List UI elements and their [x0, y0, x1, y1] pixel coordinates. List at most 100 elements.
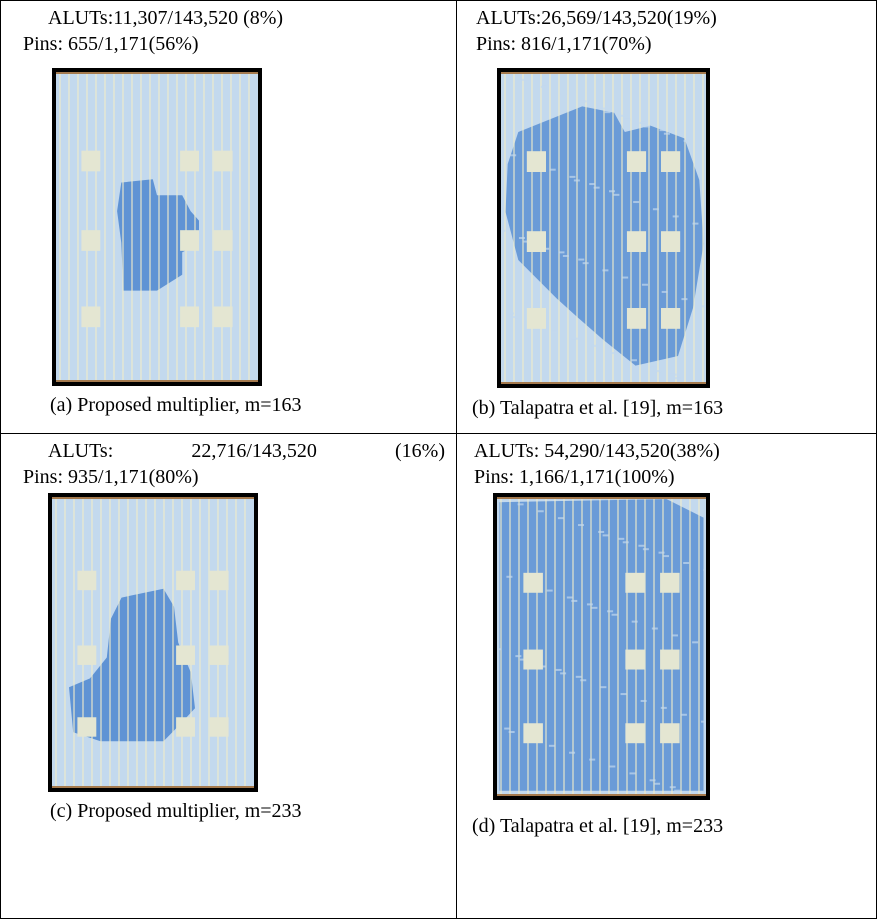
sparse-cell: [607, 610, 613, 612]
memory-block: [625, 573, 645, 593]
memory-block: [214, 151, 233, 172]
sparse-cell: [624, 118, 630, 120]
sparse-cell: [654, 783, 660, 785]
floorplan: [48, 493, 258, 792]
sparse-cell: [583, 262, 589, 264]
sparse-cell: [632, 621, 638, 623]
memory-block: [523, 650, 543, 670]
aluts-text: ALUTs:11,307/143,520 (8%): [48, 7, 283, 29]
sparse-cell: [569, 176, 575, 178]
sparse-cell: [692, 223, 698, 225]
memory-block: [176, 645, 195, 664]
sparse-cell: [620, 115, 626, 117]
memory-block: [210, 645, 229, 664]
sparse-cell: [605, 111, 611, 113]
sparse-cell: [509, 731, 515, 733]
sparse-cell: [652, 628, 658, 630]
sparse-cell: [580, 100, 586, 102]
sparse-cell: [561, 93, 567, 95]
sparse-cell: [653, 208, 659, 210]
sparse-cell: [600, 686, 606, 688]
sparse-cell: [512, 316, 518, 318]
pins-text: Pins: 1,166/1,171(100%): [474, 466, 675, 488]
sparse-cell: [594, 187, 600, 189]
sparse-cell: [556, 669, 562, 671]
sparse-cell: [692, 641, 698, 643]
sparse-cell: [611, 352, 617, 354]
caption: (a) Proposed multiplier, m=163: [50, 394, 302, 416]
sparse-cell: [541, 86, 547, 88]
sparse-cell: [661, 707, 667, 709]
memory-block: [625, 723, 645, 743]
sparse-cell: [515, 655, 521, 657]
sparse-cell: [664, 133, 670, 135]
sparse-cell: [550, 169, 556, 171]
column-divider: [456, 0, 457, 919]
sparse-cell: [603, 534, 609, 536]
memory-block: [77, 571, 96, 590]
sparse-cell: [574, 179, 580, 181]
sparse-cell: [609, 190, 615, 192]
page: (() => { const data = JSON.parse(documen…: [0, 0, 877, 919]
sparse-cell: [589, 183, 595, 185]
memory-block: [627, 151, 646, 172]
sparse-cell: [504, 728, 510, 730]
memory-block: [180, 230, 199, 251]
sparse-cell: [643, 548, 649, 550]
sparse-cell: [587, 603, 593, 605]
sparse-cell: [538, 510, 544, 512]
memory-block: [523, 573, 543, 593]
sparse-cell: [670, 786, 676, 788]
memory-block: [176, 571, 195, 590]
sparse-cell: [613, 194, 619, 196]
sparse-cell: [558, 517, 564, 519]
sparse-cell: [673, 215, 679, 217]
sparse-cell: [655, 370, 661, 372]
sparse-cell: [629, 772, 635, 774]
sparse-cell: [631, 359, 637, 361]
sparse-cell: [521, 79, 527, 81]
sparse-cell: [591, 345, 597, 347]
memory-block: [660, 573, 680, 593]
placed-logic: [500, 499, 704, 791]
sparse-cell: [674, 790, 680, 792]
sparse-cell: [508, 312, 514, 314]
sparse-cell: [598, 531, 604, 533]
sparse-cell: [623, 541, 629, 543]
memory-block: [176, 717, 195, 736]
sparse-cell: [622, 277, 628, 279]
sparse-cell: [547, 590, 553, 592]
pins-text: Pins: 816/1,171(70%): [476, 33, 652, 55]
sparse-cell: [670, 374, 676, 376]
sparse-cell: [576, 676, 582, 678]
memory-block: [627, 231, 646, 252]
memory-block: [180, 151, 199, 172]
sparse-cell: [659, 129, 665, 131]
sparse-cell: [642, 284, 648, 286]
sparse-cell: [659, 552, 665, 554]
sparse-cell: [621, 693, 627, 695]
sparse-cell: [644, 126, 650, 128]
sparse-cell: [510, 154, 516, 156]
aluts-text: ALUTs:26,569/143,520(19%): [476, 7, 717, 29]
sparse-cell: [618, 538, 624, 540]
sparse-cell: [558, 251, 564, 253]
sparse-cell: [600, 108, 606, 110]
sparse-cell: [560, 672, 566, 674]
memory-block: [661, 231, 680, 252]
sparse-cell: [650, 779, 656, 781]
memory-block: [210, 571, 229, 590]
memory-block: [625, 650, 645, 670]
sparse-cell: [681, 714, 687, 716]
sparse-cell: [518, 503, 524, 505]
floorplan: [493, 493, 710, 800]
sparse-cell: [672, 634, 678, 636]
memory-block: [77, 645, 96, 664]
sparse-cell: [506, 576, 512, 578]
sparse-cell: [684, 140, 690, 142]
pins-text: Pins: 935/1,171(80%): [23, 466, 199, 488]
sparse-cell: [572, 338, 578, 340]
sparse-cell: [519, 237, 525, 239]
caption: (c) Proposed multiplier, m=233: [50, 800, 302, 822]
sparse-cell: [578, 259, 584, 261]
